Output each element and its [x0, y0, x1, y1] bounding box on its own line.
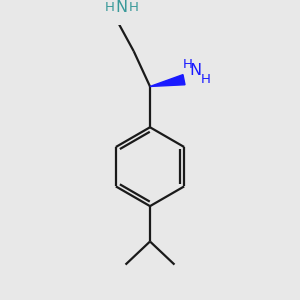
Text: H: H — [105, 1, 115, 14]
Text: H: H — [183, 58, 193, 71]
Polygon shape — [150, 75, 185, 86]
Text: H: H — [201, 73, 211, 86]
Text: N: N — [116, 0, 128, 15]
Text: H: H — [129, 1, 139, 14]
Text: N: N — [189, 63, 202, 78]
